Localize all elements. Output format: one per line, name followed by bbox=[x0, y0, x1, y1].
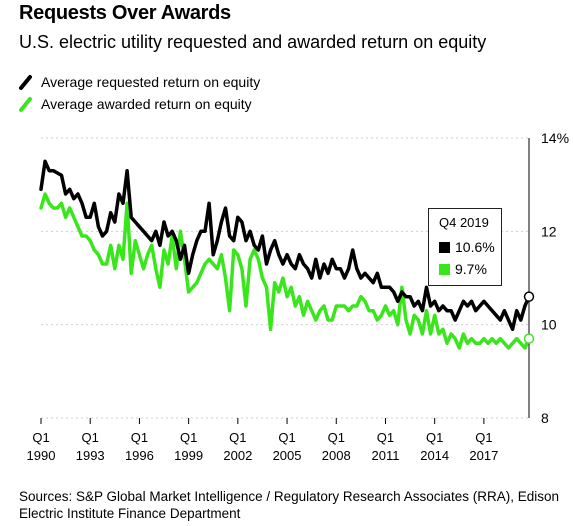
tooltip-value-awarded: 9.7% bbox=[455, 261, 487, 277]
tooltip-row-awarded: 9.7% bbox=[439, 261, 487, 277]
x-tick-label-year: 2005 bbox=[273, 448, 302, 463]
legend-item-requested: Average requested return on equity bbox=[19, 72, 260, 92]
tooltip-swatch-awarded bbox=[439, 263, 450, 275]
awarded-series-line bbox=[39, 192, 531, 350]
y-tick-label: 10 bbox=[541, 317, 557, 333]
x-tick-label-year: 2017 bbox=[469, 448, 498, 463]
chart-title: Requests Over Awards bbox=[19, 2, 231, 24]
tooltip-value-requested: 10.6% bbox=[455, 239, 495, 255]
x-tick-label-quarter: Q1 bbox=[229, 430, 246, 445]
legend-item-awarded: Average awarded return on equity bbox=[19, 94, 252, 114]
requested-series-line bbox=[39, 159, 531, 332]
source-note: Sources: S&P Global Market Intelligence … bbox=[19, 489, 559, 521]
tooltip-row-requested: 10.6% bbox=[439, 239, 495, 255]
awarded-end-marker bbox=[523, 333, 535, 344]
legend-swatch-requested bbox=[19, 73, 33, 91]
x-tick-label-quarter: Q1 bbox=[82, 430, 99, 445]
x-tick-label-year: 1993 bbox=[76, 448, 105, 463]
y-tick-label: 8 bbox=[541, 410, 549, 426]
tooltip-title: Q4 2019 bbox=[439, 215, 489, 230]
x-tick-label-quarter: Q1 bbox=[32, 430, 49, 445]
chart-subtitle: U.S. electric utility requested and awar… bbox=[19, 32, 487, 52]
legend-label-requested: Average requested return on equity bbox=[41, 74, 261, 90]
legend-swatch-awarded bbox=[19, 95, 33, 113]
x-tick-label-year: 2014 bbox=[420, 448, 449, 463]
tooltip: Q4 2019 10.6% 9.7% bbox=[428, 208, 502, 286]
x-tick-label-quarter: Q1 bbox=[475, 430, 492, 445]
x-tick-label-year: 2008 bbox=[322, 448, 351, 463]
x-tick-label-year: 1990 bbox=[27, 448, 56, 463]
legend-label-awarded: Average awarded return on equity bbox=[41, 96, 252, 112]
x-tick-label-quarter: Q1 bbox=[426, 430, 443, 445]
x-tick-label-quarter: Q1 bbox=[328, 430, 345, 445]
x-tick-label-year: 2011 bbox=[371, 448, 399, 463]
x-tick-label-quarter: Q1 bbox=[131, 430, 148, 445]
tooltip-swatch-requested bbox=[439, 241, 450, 253]
x-tick-label-quarter: Q1 bbox=[180, 430, 197, 445]
requested-end-marker bbox=[523, 291, 535, 302]
x-tick-label-year: 2002 bbox=[223, 448, 252, 463]
y-tick-label: 12 bbox=[541, 223, 557, 239]
x-tick-label-year: 1996 bbox=[125, 448, 154, 463]
x-tick-label-year: 1999 bbox=[174, 448, 203, 463]
y-tick-label: 14% bbox=[541, 130, 569, 146]
x-tick-label-quarter: Q1 bbox=[278, 430, 295, 445]
x-tick-label-quarter: Q1 bbox=[377, 430, 394, 445]
